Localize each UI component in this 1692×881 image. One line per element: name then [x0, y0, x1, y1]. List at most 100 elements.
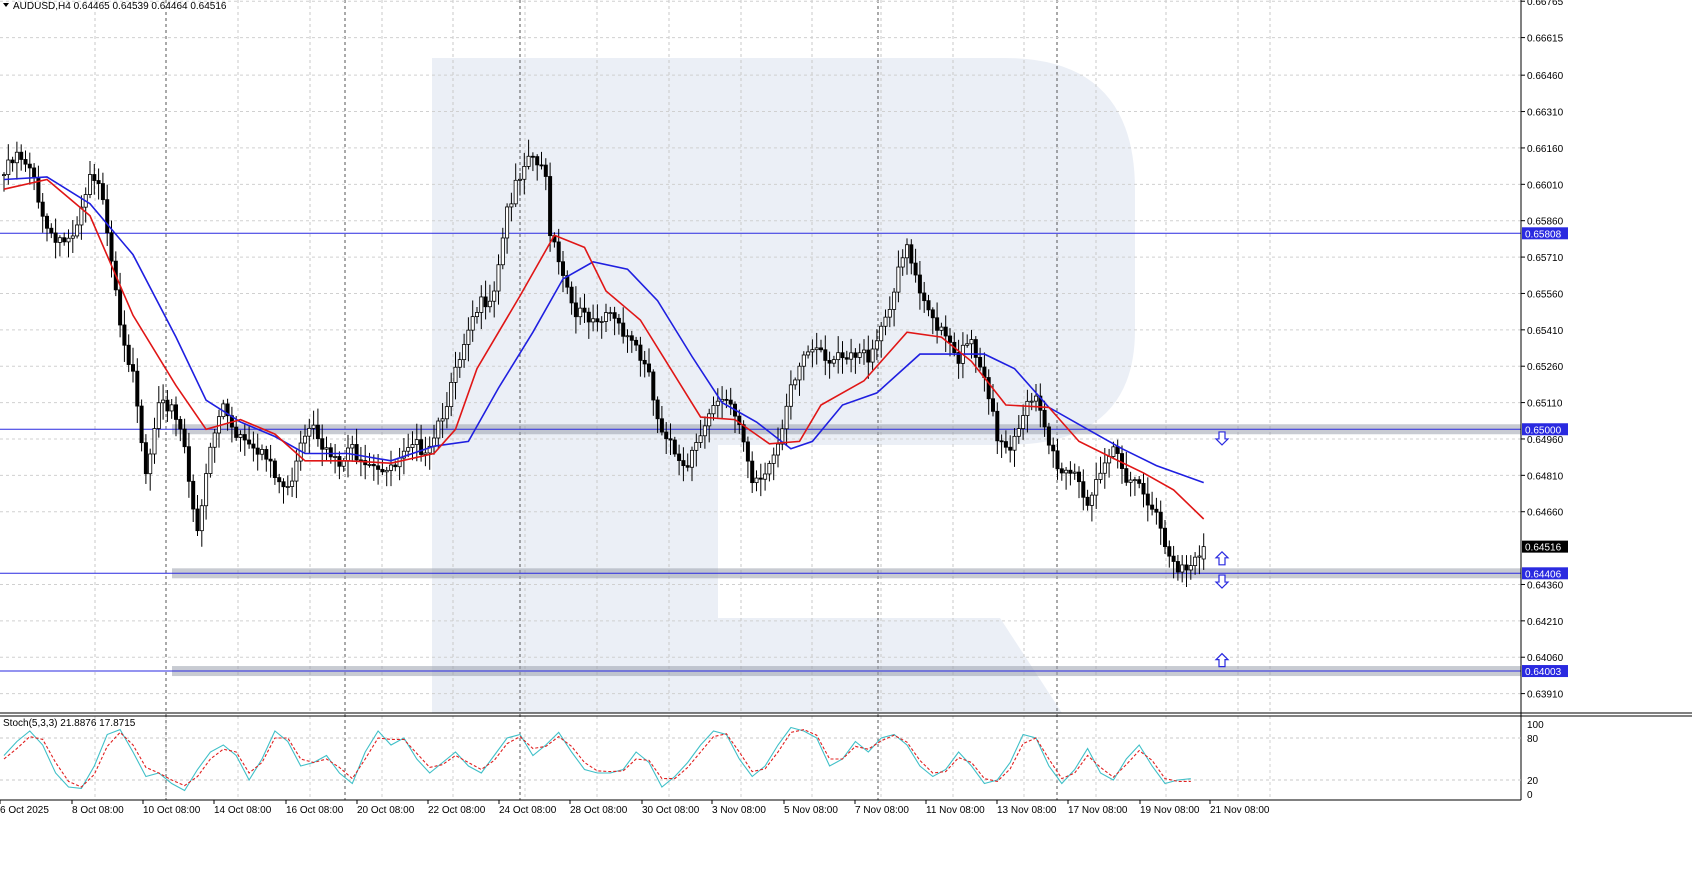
candle-body — [806, 351, 811, 356]
candle-body — [973, 339, 978, 358]
candle-body — [1128, 479, 1133, 483]
candle — [604, 303, 609, 332]
candle-body — [294, 460, 299, 482]
stoch-main-line — [3, 726, 1191, 792]
candle-body — [939, 326, 944, 331]
candle — [750, 451, 755, 493]
candle — [272, 458, 277, 485]
candle-body — [457, 359, 462, 368]
candle — [543, 158, 548, 191]
candle-body — [1051, 444, 1056, 452]
candle — [53, 218, 58, 259]
stochastic-panel: 100 80 20 0 — [0, 720, 1544, 801]
candle — [238, 430, 243, 452]
candle-body — [569, 286, 574, 304]
stoch-tick-label: 20 — [1527, 776, 1539, 787]
candle-body — [995, 410, 1000, 442]
candle — [251, 431, 256, 462]
candle-body — [900, 257, 905, 268]
candle — [367, 452, 372, 468]
candle — [388, 450, 393, 487]
candle-body — [999, 440, 1004, 443]
candle — [1025, 389, 1030, 433]
time-tick-label: 19 Nov 08:00 — [1140, 805, 1200, 816]
candle-body — [948, 335, 953, 343]
candle-body — [711, 405, 716, 415]
candle-body — [926, 300, 931, 311]
level-label-bg — [1522, 423, 1568, 436]
candle — [715, 388, 720, 418]
candle — [1038, 383, 1043, 428]
candle — [1055, 438, 1060, 480]
candle-body — [238, 434, 243, 438]
candle-body — [655, 399, 660, 420]
candle — [268, 444, 273, 478]
candle-body — [500, 237, 505, 266]
price-tick-label: 0.66310 — [1527, 108, 1564, 119]
candle-body — [819, 347, 824, 351]
candle — [462, 333, 467, 368]
candle-body — [1055, 450, 1060, 470]
arrow-up-icon — [1214, 550, 1230, 566]
candle-body — [681, 460, 686, 467]
candle — [49, 223, 54, 239]
candle-body — [1029, 400, 1034, 403]
candle — [57, 235, 62, 257]
candle — [634, 336, 639, 352]
candle — [466, 317, 471, 362]
candle-body — [543, 164, 548, 177]
candle-body — [195, 508, 200, 532]
ma-red-line — [3, 178, 1205, 520]
candle-body — [776, 443, 781, 456]
candle-body — [827, 360, 832, 364]
candle — [776, 427, 781, 468]
current-price-bg — [1522, 540, 1568, 553]
candle — [247, 426, 252, 449]
candle-body — [728, 399, 733, 405]
candle-body — [578, 307, 583, 318]
ma-blue-line — [3, 176, 1204, 484]
candle-body — [88, 174, 93, 195]
candle — [457, 352, 462, 378]
candle-body — [1038, 395, 1043, 411]
candle — [96, 168, 101, 200]
candle — [978, 347, 983, 371]
candle-body — [758, 477, 763, 480]
level-label-bg — [1522, 665, 1568, 678]
candle-body — [414, 439, 419, 446]
candle-body — [268, 458, 273, 462]
candle-body — [199, 505, 204, 532]
candle-body — [702, 425, 707, 437]
candle-body — [896, 266, 901, 293]
candle-body — [333, 456, 338, 458]
candle — [874, 329, 879, 361]
candle — [492, 281, 497, 318]
candle-body — [255, 447, 260, 455]
candle-body — [780, 428, 785, 445]
candle-body — [582, 307, 587, 313]
candle-body — [917, 274, 922, 294]
candle-body — [810, 349, 815, 353]
candle-body — [70, 235, 75, 239]
candle-body — [470, 316, 475, 331]
candle — [135, 358, 140, 423]
candle — [1137, 476, 1142, 489]
candle-body — [943, 326, 948, 337]
level-label: 0.64003 — [1525, 667, 1562, 678]
candle-body — [651, 371, 656, 401]
price-tick-label: 0.65410 — [1527, 326, 1564, 337]
candle — [333, 443, 338, 474]
candle-body — [857, 352, 862, 358]
collapse-triangle-icon[interactable] — [3, 3, 9, 7]
candle — [711, 396, 716, 421]
candle-body — [754, 477, 759, 484]
candle — [896, 250, 901, 303]
candle-body — [401, 450, 406, 459]
candle — [290, 467, 295, 497]
candle — [509, 192, 514, 222]
stoch-tick-label: 100 — [1527, 720, 1544, 731]
candle — [926, 294, 931, 317]
candle — [655, 396, 660, 434]
